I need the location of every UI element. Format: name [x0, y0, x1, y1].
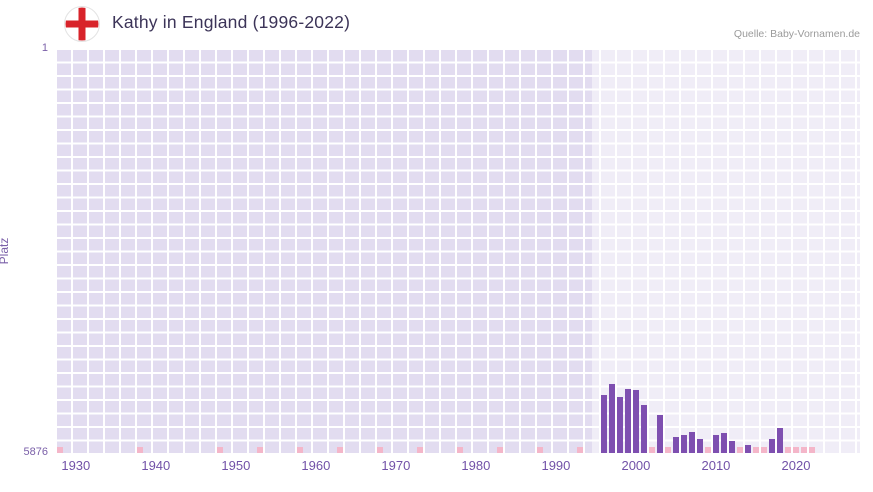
no-data-marker — [416, 447, 423, 453]
chart-header: Kathy in England (1996-2022) Quelle: Bab… — [0, 0, 873, 48]
no-data-marker — [752, 447, 759, 453]
no-data-marker — [536, 447, 543, 453]
y-axis-label: Platz — [0, 237, 11, 265]
rank-bar-2001 — [640, 405, 647, 453]
x-tick-label: 1990 — [541, 458, 571, 473]
data-period-highlight — [591, 48, 860, 453]
no-data-marker — [576, 447, 583, 453]
rank-bar-2006 — [680, 434, 687, 453]
x-tick-label: 1930 — [61, 458, 91, 473]
x-tick-label: 1950 — [221, 458, 251, 473]
x-tick-label: 1940 — [141, 458, 171, 473]
rank-bar-1999 — [624, 389, 631, 453]
x-tick-label: 2020 — [781, 458, 811, 473]
rank-bar-2008 — [696, 438, 703, 453]
x-tick-label: 1960 — [301, 458, 331, 473]
rank-bar-2003 — [656, 415, 663, 453]
no-data-marker — [736, 447, 743, 453]
no-data-marker — [760, 447, 767, 453]
rank-bar-2000 — [632, 389, 639, 453]
no-data-marker — [800, 447, 807, 453]
no-data-marker — [648, 447, 655, 453]
rank-bar-2014 — [744, 445, 751, 453]
no-data-marker — [496, 447, 503, 453]
y-tick-top: 1 — [41, 42, 48, 54]
x-tick-label: 1980 — [461, 458, 491, 473]
rank-bar-2010 — [712, 434, 719, 453]
rank-bar-1998 — [616, 396, 623, 453]
no-data-marker — [456, 447, 463, 453]
rank-bar-2017 — [768, 438, 775, 453]
no-data-marker — [136, 447, 143, 453]
rank-bar-1996 — [600, 394, 607, 453]
x-tick-label: 1970 — [381, 458, 411, 473]
x-tick-label: 2010 — [701, 458, 731, 473]
no-data-marker — [376, 447, 383, 453]
rank-bar-2007 — [688, 431, 695, 453]
no-data-marker — [792, 447, 799, 453]
no-data-marker — [256, 447, 263, 453]
no-data-marker — [664, 447, 671, 453]
source-credit: Quelle: Baby-Vornamen.de — [733, 28, 860, 40]
plot-area — [55, 48, 860, 453]
y-tick-bottom: 5876 — [23, 446, 48, 458]
rank-bar-2011 — [720, 433, 727, 453]
page-title: Kathy in England (1996-2022) — [112, 12, 351, 32]
rank-bar-1997 — [608, 383, 615, 453]
rank-bar-2005 — [672, 437, 679, 453]
no-data-marker — [56, 447, 63, 453]
rank-bar-2018 — [776, 427, 783, 453]
no-data-marker — [336, 447, 343, 453]
no-data-marker — [808, 447, 815, 453]
england-flag-icon — [64, 6, 100, 42]
x-tick-label: 2000 — [621, 458, 651, 473]
no-data-marker — [784, 447, 791, 453]
no-data-marker — [704, 447, 711, 453]
rank-bar-2012 — [728, 440, 735, 453]
no-data-marker — [216, 447, 223, 453]
x-axis-labels: 1930 1940 1950 1960 1970 1980 1990 2000 2010 2020 — [55, 458, 860, 480]
no-data-marker — [296, 447, 303, 453]
